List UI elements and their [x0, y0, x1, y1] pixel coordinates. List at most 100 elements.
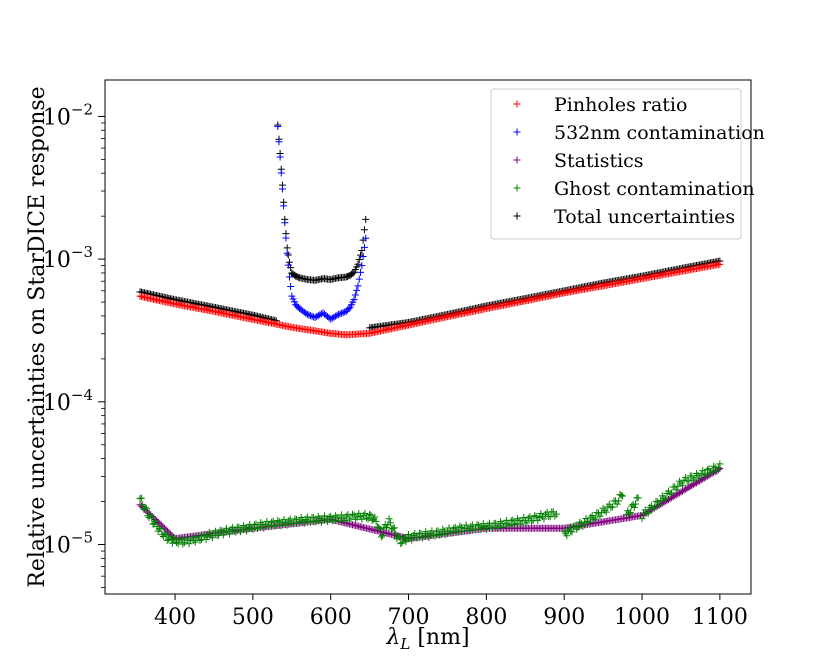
data-point — [402, 538, 410, 546]
data-point — [325, 513, 333, 521]
data-point — [386, 519, 394, 527]
data-point — [362, 234, 370, 242]
data-point — [434, 527, 442, 535]
x-axis-label-symbol: λ — [385, 625, 400, 650]
x-axis-label: λL [nm] — [385, 625, 469, 653]
data-point — [252, 520, 260, 528]
data-point — [696, 474, 704, 482]
data-point — [512, 519, 520, 527]
data-point — [287, 283, 295, 291]
data-point — [275, 138, 283, 146]
data-point — [523, 519, 531, 527]
data-point — [436, 531, 444, 539]
data-point — [389, 524, 397, 532]
data-point — [355, 509, 363, 517]
data-point — [311, 518, 319, 526]
data-point — [420, 532, 428, 540]
data-point — [353, 286, 361, 294]
data-point — [306, 312, 314, 320]
data-point — [162, 531, 170, 539]
data-point — [361, 510, 369, 518]
data-point — [274, 516, 282, 524]
data-point — [405, 530, 413, 538]
data-point — [351, 291, 359, 299]
data-point — [331, 512, 339, 520]
data-point — [668, 489, 676, 497]
data-point — [608, 503, 616, 511]
data-point — [526, 513, 534, 521]
data-point — [342, 512, 350, 520]
data-point — [520, 513, 528, 521]
data-point — [185, 540, 193, 548]
data-point — [514, 515, 522, 523]
data-point — [679, 481, 687, 489]
data-point — [567, 527, 575, 535]
data-point — [574, 523, 582, 531]
data-point — [703, 466, 711, 474]
data-point — [284, 251, 292, 259]
data-point — [190, 537, 198, 545]
y-axis-label: Relative uncertainties on StarDICE respo… — [25, 86, 50, 587]
data-point — [157, 525, 165, 533]
legend-entries: Pinholes ratio 532nm contamination Statist… — [513, 94, 765, 228]
data-point — [565, 524, 573, 532]
data-point — [671, 483, 679, 491]
data-point — [376, 525, 384, 533]
data-point — [303, 310, 311, 318]
data-point — [291, 515, 299, 523]
data-point — [568, 528, 576, 536]
data-point — [218, 527, 226, 535]
data-point — [451, 523, 459, 531]
data-point — [537, 510, 545, 518]
data-point — [334, 310, 342, 318]
x-tick-label: 800 — [465, 605, 507, 630]
data-point — [360, 243, 368, 251]
legend: Pinholes ratio 532nm contamination Statist… — [490, 88, 765, 240]
data-point — [535, 514, 543, 522]
data-point — [341, 517, 349, 525]
data-point — [377, 533, 385, 541]
data-point — [601, 507, 609, 515]
data-point — [281, 219, 289, 227]
data-point — [173, 538, 181, 546]
data-point — [339, 309, 347, 317]
data-point — [278, 185, 286, 193]
data-point — [299, 516, 307, 524]
data-point — [166, 530, 174, 538]
data-point — [504, 520, 512, 528]
data-point — [269, 517, 277, 525]
legend-marker — [513, 156, 521, 164]
data-point — [179, 540, 187, 548]
data-point — [531, 512, 539, 520]
data-point — [638, 515, 646, 523]
data-point — [152, 518, 160, 526]
data-point — [710, 462, 718, 470]
data-point — [590, 515, 598, 523]
data-point — [385, 515, 393, 523]
data-point — [543, 508, 551, 516]
x-tick-label: 500 — [232, 605, 274, 630]
data-point — [367, 511, 375, 519]
data-point — [507, 517, 515, 525]
legend-label: Pinholes ratio — [554, 94, 687, 116]
data-point — [354, 282, 362, 290]
data-point — [275, 518, 283, 526]
data-point — [272, 521, 280, 529]
data-point — [501, 519, 509, 527]
data-point — [336, 310, 344, 318]
data-point — [450, 524, 458, 532]
data-point — [459, 527, 467, 535]
legend-label: Ghost contamination — [554, 178, 755, 200]
data-point — [284, 261, 292, 269]
data-point — [672, 486, 680, 494]
data-point — [260, 524, 268, 532]
data-point — [647, 502, 655, 510]
data-point — [177, 535, 185, 543]
data-point — [212, 527, 220, 535]
legend-label: Statistics — [554, 150, 644, 172]
data-point — [360, 226, 368, 234]
data-point — [310, 513, 318, 521]
data-point — [431, 532, 439, 540]
data-point — [626, 508, 634, 516]
data-point — [607, 504, 615, 512]
